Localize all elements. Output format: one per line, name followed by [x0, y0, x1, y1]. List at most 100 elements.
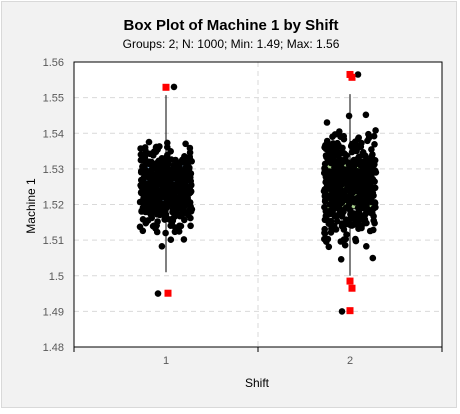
- data-point: [171, 228, 179, 236]
- data-point: [356, 168, 364, 176]
- data-point: [158, 201, 165, 208]
- data-point: [161, 216, 168, 223]
- data-point: [371, 141, 378, 148]
- data-point: [333, 218, 341, 225]
- data-point: [326, 142, 334, 149]
- x-tick-label: 1: [163, 355, 169, 367]
- data-point: [332, 204, 340, 212]
- data-point: [321, 198, 329, 205]
- data-point: [327, 186, 335, 194]
- data-point: [179, 156, 186, 164]
- data-point: [139, 227, 147, 235]
- data-point: [179, 207, 187, 215]
- data-point: [356, 180, 363, 187]
- outlier-marker: [164, 289, 172, 297]
- data-point: [326, 171, 334, 178]
- chart-subtitle: Groups: 2; N: 1000; Min: 1.49; Max: 1.56: [123, 37, 340, 51]
- y-tick-label: 1.56: [43, 57, 64, 69]
- data-point: [338, 157, 345, 164]
- outlier-marker: [346, 277, 354, 285]
- data-point: [182, 194, 190, 201]
- chart-title: Box Plot of Machine 1 by Shift: [123, 17, 338, 34]
- data-point: [136, 198, 144, 206]
- data-point: [325, 243, 333, 251]
- data-point: [147, 184, 154, 191]
- data-point: [355, 153, 363, 161]
- data-point: [158, 243, 166, 250]
- data-point: [333, 144, 341, 152]
- data-point: [348, 175, 355, 183]
- data-point: [186, 144, 194, 152]
- data-point: [171, 194, 179, 202]
- data-point: [321, 203, 328, 211]
- data-point: [352, 212, 360, 219]
- x-tick-label: 2: [347, 355, 353, 367]
- data-point: [182, 140, 189, 148]
- data-point: [337, 255, 345, 263]
- data-point: [185, 166, 192, 173]
- data-point: [356, 185, 364, 193]
- y-tick-label: 1.52: [43, 200, 64, 212]
- data-point: [327, 217, 335, 225]
- data-point: [148, 202, 155, 209]
- data-point: [329, 133, 336, 140]
- data-point: [322, 152, 330, 159]
- data-point: [142, 147, 149, 155]
- y-tick-label: 1.48: [43, 342, 64, 354]
- data-point: [145, 159, 153, 166]
- data-point: [177, 198, 185, 205]
- data-point: [177, 222, 185, 230]
- data-point: [142, 208, 149, 215]
- data-point: [165, 190, 173, 198]
- data-point: [357, 200, 365, 207]
- data-point: [354, 71, 362, 78]
- data-point: [148, 214, 156, 222]
- data-point: [353, 194, 361, 202]
- data-point: [342, 204, 350, 212]
- data-point: [154, 290, 162, 297]
- data-point: [356, 161, 364, 169]
- x-axis-label: Shift: [245, 376, 270, 390]
- data-point: [352, 237, 360, 245]
- box-plot-chart: Box Plot of Machine 1 by Shift Groups: 2…: [24, 17, 443, 390]
- data-point: [355, 134, 363, 141]
- data-point: [346, 220, 353, 227]
- data-point: [337, 238, 345, 245]
- data-point: [138, 189, 145, 197]
- data-point: [348, 161, 356, 169]
- data-point: [164, 151, 171, 159]
- data-point: [321, 225, 329, 233]
- data-point: [343, 231, 350, 238]
- data-point: [323, 182, 331, 190]
- data-point: [321, 235, 328, 243]
- data-point: [165, 172, 173, 180]
- data-point: [365, 179, 372, 186]
- data-point: [181, 216, 188, 224]
- data-point: [152, 148, 160, 156]
- data-point: [370, 226, 377, 234]
- data-point: [367, 209, 375, 217]
- data-point: [331, 180, 338, 187]
- data-point: [369, 151, 376, 158]
- data-point: [338, 308, 346, 315]
- data-point: [372, 204, 379, 211]
- data-point: [143, 217, 151, 225]
- data-point: [321, 144, 328, 151]
- data-point: [350, 146, 358, 153]
- data-point: [339, 173, 346, 181]
- data-point: [143, 192, 150, 200]
- data-point: [371, 199, 379, 206]
- y-tick-label: 1.5: [49, 271, 64, 283]
- data-point: [180, 236, 188, 243]
- data-point: [340, 135, 348, 143]
- data-point: [358, 216, 366, 223]
- data-point: [141, 153, 149, 160]
- y-tick-label: 1.49: [43, 306, 64, 318]
- data-point: [167, 222, 174, 229]
- data-point: [164, 139, 171, 147]
- data-point: [323, 119, 331, 126]
- y-tick-label: 1.55: [43, 93, 64, 105]
- data-point: [160, 174, 167, 182]
- data-point: [371, 161, 378, 168]
- data-point: [167, 236, 175, 243]
